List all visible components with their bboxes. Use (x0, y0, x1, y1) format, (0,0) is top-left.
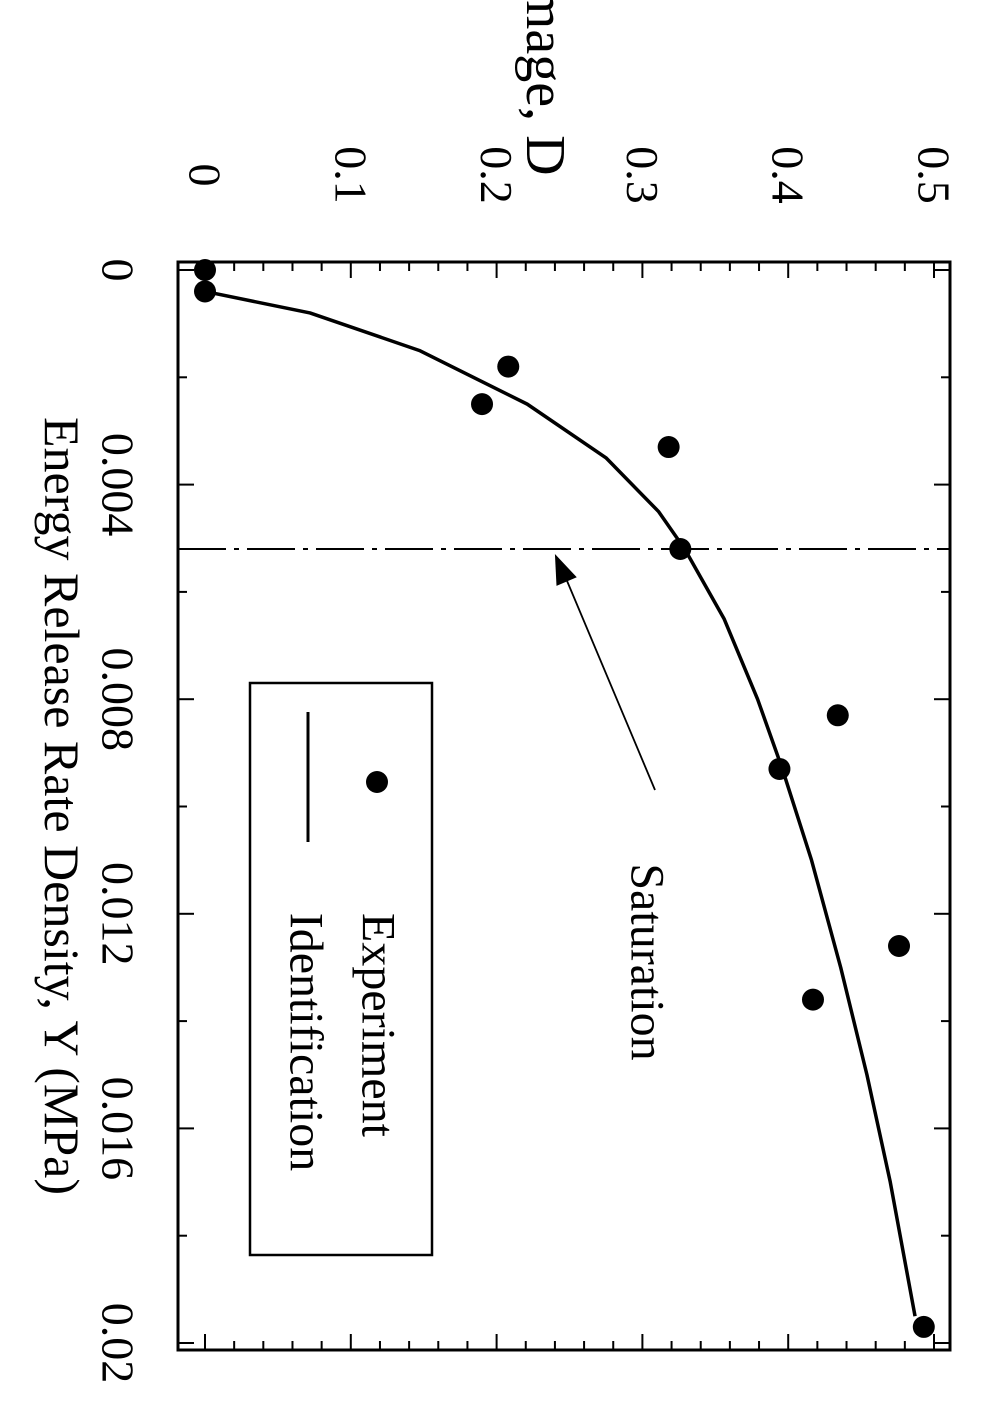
x-tick-label-group: 0.004 (93, 433, 144, 536)
y-axis-label: Damage, D (514, 0, 576, 176)
experiment-point (471, 393, 494, 416)
y-tick-label: 0.4 (763, 146, 814, 204)
x-axis-label: Energy Release Rate Density, Y (MPa) (34, 417, 90, 1195)
y-tick-label-group: 0.3 (617, 146, 668, 204)
x-tick-label: 0.008 (93, 647, 144, 751)
x-tick-label-group: 0 (93, 259, 144, 282)
experiment-point (497, 355, 520, 378)
saturation-annotation: Saturation (621, 863, 674, 1060)
y-tick-label: 0.1 (325, 146, 376, 204)
x-tick-label-group: 0.016 (93, 1077, 144, 1181)
y-tick-label: 0.3 (617, 146, 668, 204)
experiment-point (657, 436, 680, 459)
experiment-point (669, 537, 692, 560)
y-tick-label-group: 0.1 (325, 146, 376, 204)
experiment-point (888, 934, 911, 957)
saturation-arrow-shaft (559, 563, 656, 791)
y-tick-label-group: 0 (180, 164, 231, 187)
experiment-point (194, 259, 216, 281)
y-tick-label-group: 0.4 (763, 146, 814, 204)
x-tick-label: 0.016 (93, 1077, 144, 1181)
x-tick-label-group: 0.012 (93, 862, 144, 966)
axis-ticks (178, 262, 950, 1350)
legend-box (248, 681, 434, 1257)
legend: Experiment Identification (248, 681, 434, 1257)
y-tick-label: 0.5 (909, 146, 960, 204)
experiment-point (801, 988, 824, 1011)
x-tick-label: 0.012 (93, 862, 144, 966)
x-tick-label: 0.004 (93, 433, 144, 536)
y-tick-label-group: 0.5 (909, 146, 960, 204)
legend-label-experiment: Experiment (352, 913, 405, 1138)
y-tick-label-group: 0.2 (471, 146, 522, 204)
data-series (178, 259, 950, 1338)
experiment-point (826, 704, 849, 727)
experiment-point (768, 757, 791, 780)
legend-marker-experiment (366, 771, 388, 793)
experiment-point (194, 280, 216, 303)
x-tick-label-group: 0.008 (93, 647, 144, 751)
x-tick-label: 0.02 (93, 1303, 144, 1384)
y-tick-label: 0 (180, 164, 231, 187)
experiment-point (912, 1315, 935, 1338)
x-tick-label-group: 0.02 (93, 1303, 144, 1384)
plot-frame (176, 260, 952, 1352)
tick-labels: 0 0.004 0.008 0.012 0.016 0.02 0 0.1 0.2 0.3 0.4 0.… (93, 146, 960, 1383)
legend-label-identification: Identification (280, 913, 333, 1172)
saturation-arrow-head (554, 553, 577, 586)
identification-curve (204, 289, 917, 1317)
x-tick-label: 0 (93, 259, 144, 282)
y-tick-label: 0.2 (471, 146, 522, 204)
